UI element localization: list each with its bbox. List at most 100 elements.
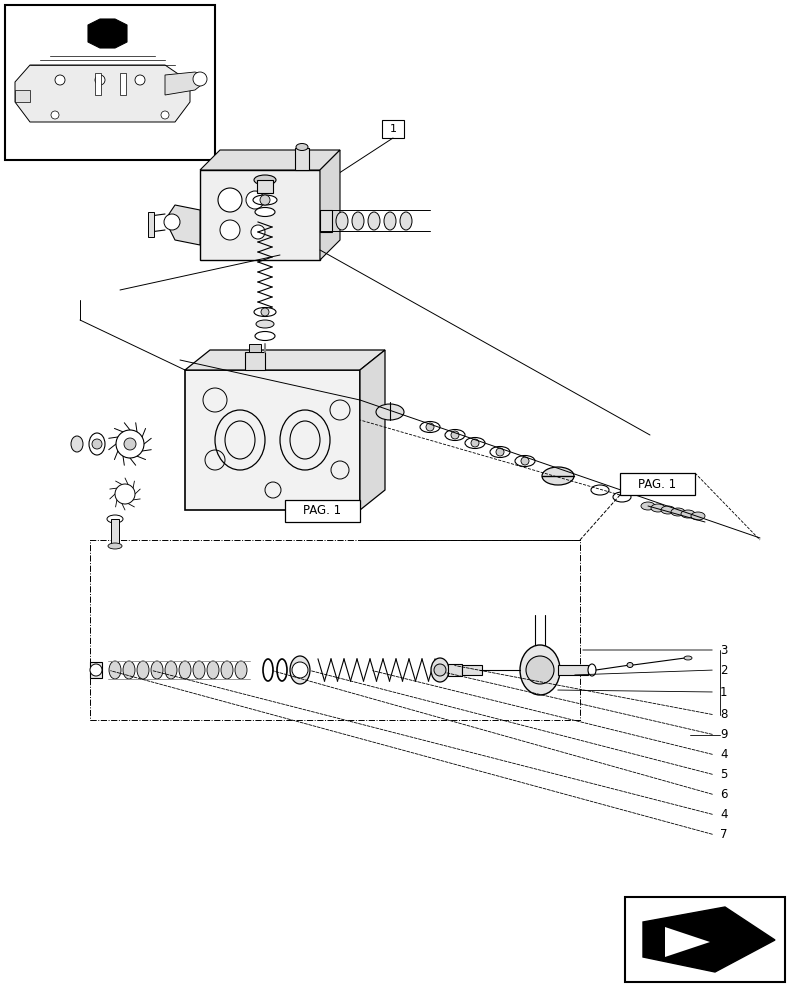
Ellipse shape	[541, 467, 573, 485]
Polygon shape	[185, 350, 384, 370]
Bar	[620, 473, 694, 495]
Circle shape	[55, 75, 65, 85]
Ellipse shape	[590, 485, 608, 495]
Text: 2: 2	[719, 664, 727, 676]
Ellipse shape	[254, 308, 276, 316]
Bar	[120, 73, 126, 95]
Ellipse shape	[680, 510, 694, 518]
Circle shape	[260, 195, 270, 205]
Bar	[257, 180, 272, 193]
Ellipse shape	[514, 456, 534, 466]
Circle shape	[51, 111, 59, 119]
Ellipse shape	[375, 404, 404, 420]
Text: 9: 9	[719, 728, 727, 742]
Polygon shape	[15, 65, 190, 122]
Polygon shape	[642, 907, 774, 972]
Circle shape	[164, 214, 180, 230]
Bar	[95, 73, 101, 95]
Bar	[249, 344, 260, 352]
Ellipse shape	[151, 661, 163, 679]
Ellipse shape	[137, 661, 148, 679]
Circle shape	[251, 225, 264, 239]
Text: 1: 1	[719, 686, 727, 698]
Bar	[448, 664, 461, 676]
Ellipse shape	[253, 195, 277, 205]
Text: 3: 3	[719, 644, 727, 656]
Circle shape	[426, 423, 433, 431]
Polygon shape	[165, 72, 204, 95]
Circle shape	[135, 75, 145, 85]
Polygon shape	[664, 927, 709, 957]
Ellipse shape	[660, 506, 674, 514]
Bar	[294, 148, 309, 170]
Ellipse shape	[400, 212, 411, 230]
Circle shape	[161, 111, 169, 119]
Ellipse shape	[683, 656, 691, 660]
Polygon shape	[88, 19, 127, 48]
Polygon shape	[200, 150, 340, 170]
Ellipse shape	[650, 504, 664, 512]
Polygon shape	[359, 350, 384, 510]
Ellipse shape	[489, 446, 509, 458]
Circle shape	[220, 220, 240, 240]
Ellipse shape	[193, 661, 204, 679]
Ellipse shape	[444, 430, 465, 440]
Circle shape	[124, 438, 135, 450]
Circle shape	[193, 72, 207, 86]
Bar	[90, 662, 102, 678]
Polygon shape	[15, 90, 30, 102]
Text: 5: 5	[719, 768, 727, 782]
Bar	[320, 210, 332, 232]
Circle shape	[90, 664, 102, 676]
Ellipse shape	[89, 433, 105, 455]
Ellipse shape	[165, 661, 177, 679]
Ellipse shape	[71, 436, 83, 452]
Ellipse shape	[109, 661, 121, 679]
Text: PAG. 1: PAG. 1	[303, 504, 341, 518]
Ellipse shape	[255, 332, 275, 340]
Circle shape	[496, 448, 504, 456]
Circle shape	[450, 431, 458, 439]
Ellipse shape	[367, 212, 380, 230]
Ellipse shape	[296, 143, 307, 150]
Ellipse shape	[384, 212, 396, 230]
Bar	[200, 170, 320, 260]
Ellipse shape	[122, 661, 135, 679]
Ellipse shape	[255, 320, 273, 328]
Polygon shape	[165, 205, 200, 245]
Bar	[185, 370, 359, 510]
Circle shape	[521, 457, 528, 465]
Text: PAG. 1: PAG. 1	[637, 478, 676, 490]
Circle shape	[95, 75, 105, 85]
Text: 4: 4	[719, 748, 727, 762]
Bar	[111, 519, 119, 544]
Polygon shape	[320, 150, 340, 260]
Ellipse shape	[419, 422, 440, 432]
Ellipse shape	[255, 208, 275, 217]
Ellipse shape	[626, 662, 633, 668]
Ellipse shape	[690, 512, 704, 520]
Ellipse shape	[234, 661, 247, 679]
Ellipse shape	[178, 661, 191, 679]
Ellipse shape	[107, 515, 122, 523]
Circle shape	[526, 656, 553, 684]
Circle shape	[217, 188, 242, 212]
Bar	[285, 500, 359, 522]
Bar	[461, 665, 482, 675]
Text: 4: 4	[719, 808, 727, 822]
Circle shape	[92, 439, 102, 449]
Bar	[245, 352, 264, 370]
Circle shape	[116, 430, 144, 458]
Ellipse shape	[254, 175, 276, 185]
Circle shape	[260, 308, 268, 316]
Circle shape	[115, 484, 135, 504]
Bar	[624, 897, 784, 982]
Ellipse shape	[519, 645, 560, 695]
Bar	[381, 120, 404, 138]
Text: 6: 6	[719, 788, 727, 802]
Ellipse shape	[670, 508, 684, 516]
Circle shape	[292, 662, 307, 678]
Text: 7: 7	[719, 828, 727, 842]
Ellipse shape	[207, 661, 219, 679]
Text: 1: 1	[389, 124, 396, 134]
